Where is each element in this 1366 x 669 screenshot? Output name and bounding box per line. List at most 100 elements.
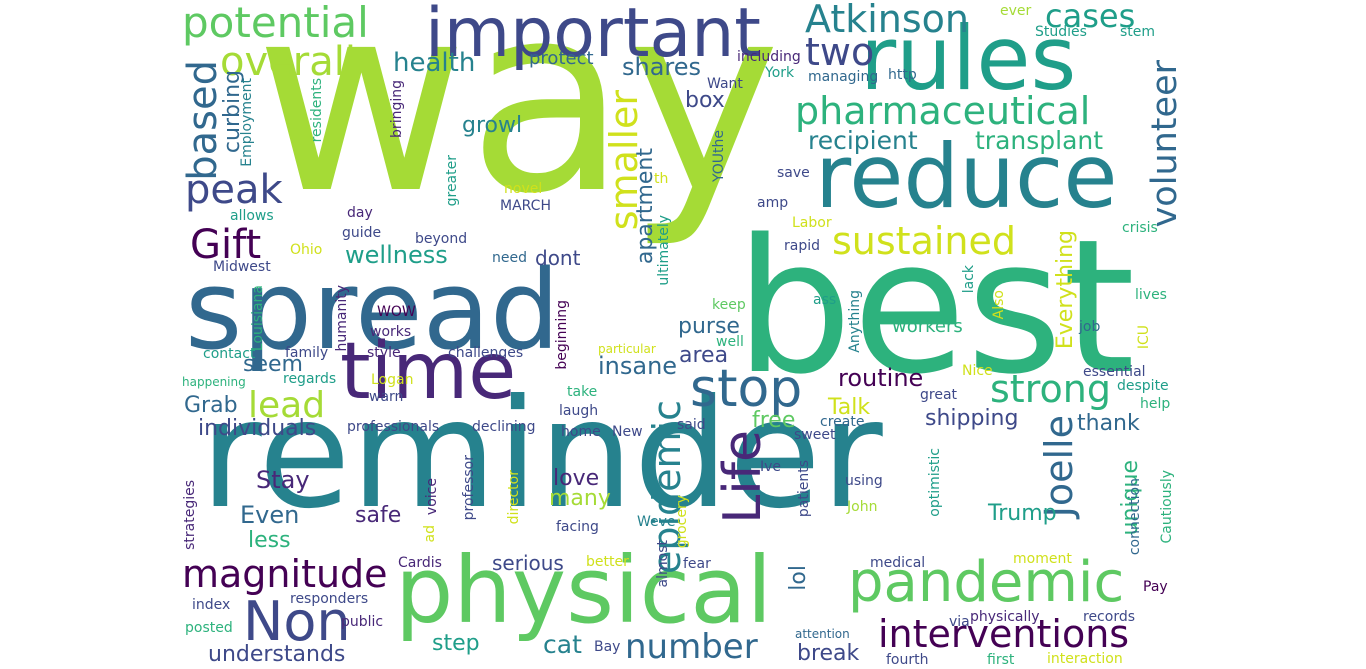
- word-physical: physical: [395, 537, 773, 644]
- word-everything: Everything: [1053, 230, 1078, 350]
- word-life: Life: [713, 430, 773, 524]
- word-facing: facing: [556, 519, 599, 535]
- word-create: create: [820, 414, 865, 430]
- word-happening: happening: [182, 375, 246, 389]
- word-sweet: sweet: [794, 427, 836, 443]
- word-pandemic: pandemic: [848, 550, 1125, 615]
- word-bay: Bay: [594, 639, 621, 655]
- word-particular: particular: [598, 342, 656, 356]
- word-cautiously: Cautiously: [1159, 470, 1175, 544]
- word-box: box: [685, 88, 725, 113]
- word-professionals: professionals: [347, 419, 440, 435]
- word-new: New: [612, 424, 643, 440]
- word-lives: lives: [1135, 287, 1167, 303]
- word-cat: cat: [543, 630, 582, 659]
- word-physically: physically: [970, 609, 1040, 625]
- word-gift: Gift: [190, 222, 262, 268]
- word-serious: serious: [492, 551, 564, 575]
- word-break: break: [797, 641, 860, 666]
- word-purse: purse: [678, 314, 740, 339]
- word-contact: contact: [203, 346, 256, 362]
- word-ass: ass: [813, 292, 837, 308]
- word-pay: Pay: [1143, 579, 1168, 595]
- word-potential: potential: [182, 0, 369, 47]
- word-first: first: [987, 652, 1015, 668]
- word-shipping: shipping: [925, 406, 1019, 431]
- word-want: Want: [707, 76, 743, 92]
- word-lack: lack: [961, 265, 977, 294]
- word-ohio: Ohio: [290, 242, 323, 258]
- word-greater: greater: [444, 155, 460, 207]
- word-great: great: [920, 387, 958, 403]
- word-rapid: rapid: [784, 238, 820, 254]
- word-magnitude: magnitude: [182, 552, 388, 596]
- word-employment: Employment: [239, 78, 255, 167]
- word-novel: novel: [504, 181, 543, 197]
- word-best: best: [735, 199, 1136, 415]
- word-attention: attention: [795, 627, 850, 641]
- word-wow: WOW: [377, 304, 416, 320]
- word-interventions: interventions: [878, 612, 1130, 656]
- word-love: love: [553, 466, 600, 491]
- word-declining: declining: [472, 419, 536, 435]
- word-workers: workers: [892, 316, 963, 337]
- word-free: free: [752, 408, 796, 433]
- word-works: works: [370, 324, 412, 340]
- word-guide: guide: [342, 225, 382, 241]
- word-http: http: [888, 67, 917, 83]
- word-responders: responders: [290, 591, 369, 607]
- word-cases: cases: [1045, 0, 1136, 35]
- word-important: important: [425, 0, 761, 73]
- word-louisiana: Louisiana: [250, 285, 266, 352]
- word-lead: lead: [248, 385, 326, 426]
- word-regards: regards: [283, 371, 337, 387]
- word-home: home: [561, 424, 601, 440]
- word-dont: dont: [535, 246, 581, 270]
- word-understands: understands: [208, 642, 346, 667]
- word-optimistic: optimistic: [927, 448, 943, 517]
- word-safe: safe: [355, 503, 402, 528]
- word-need: need: [492, 250, 527, 266]
- word-posted: posted: [185, 620, 233, 636]
- word-job: job: [1079, 319, 1101, 335]
- word-better: better: [586, 554, 629, 570]
- word-essential: essential: [1083, 364, 1146, 380]
- word-residents: residents: [309, 78, 325, 143]
- word-overall: overall: [220, 39, 356, 85]
- word-help: help: [1140, 396, 1171, 412]
- word-midwest: Midwest: [213, 259, 271, 275]
- word-nice: Nice: [962, 363, 993, 379]
- word-beginning: beginning: [554, 300, 570, 370]
- word-connection: connection: [1127, 478, 1143, 556]
- word-allows: allows: [230, 208, 274, 224]
- word-stop: stop: [690, 359, 803, 419]
- word-logan: Logan: [371, 372, 414, 388]
- word-beyond: beyond: [415, 231, 468, 247]
- word-almost: almost: [655, 540, 671, 588]
- word-insane: insane: [598, 352, 678, 380]
- word-warn: warn: [369, 389, 404, 405]
- word-day: day: [347, 205, 373, 221]
- word-stay: Stay: [256, 466, 310, 494]
- word-moment: moment: [1013, 551, 1072, 567]
- word-step: step: [432, 631, 480, 656]
- word-trump: Trump: [988, 501, 1057, 526]
- word-said: said: [677, 417, 706, 433]
- word-save: save: [777, 165, 810, 181]
- word-health: health: [393, 48, 476, 78]
- word-style: style: [367, 345, 401, 361]
- word-th: th: [654, 171, 669, 187]
- word-youthe: YOUthe: [711, 130, 727, 183]
- word-public: public: [341, 614, 384, 630]
- word-take: take: [567, 384, 598, 400]
- word-fourth: fourth: [886, 652, 929, 668]
- word-crisis: crisis: [1122, 220, 1158, 236]
- word-pharmaceutical: pharmaceutical: [795, 89, 1091, 133]
- word-strategies: strategies: [182, 480, 198, 550]
- word-spread: spread: [185, 246, 560, 374]
- word-via: via: [949, 614, 970, 630]
- word-well: well: [716, 334, 744, 350]
- word-keep: keep: [712, 297, 746, 313]
- word-lol: lol: [786, 565, 811, 591]
- word-despite: despite: [1117, 378, 1169, 394]
